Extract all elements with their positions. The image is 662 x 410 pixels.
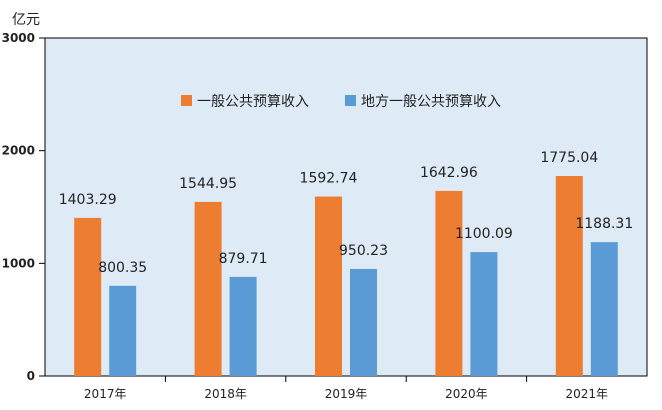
y-tick-label: 2000 — [2, 144, 35, 158]
y-axis-ticks: 0 1000 2000 3000 — [2, 31, 45, 383]
y-tick-label: 1000 — [2, 256, 35, 270]
data-label-revenue: 1642.96 — [420, 165, 478, 181]
bar-revenue — [74, 217, 102, 376]
legend-label-local-revenue: 地方一般公共预算收入 — [361, 94, 501, 110]
data-label-revenue: 1775.04 — [540, 150, 598, 166]
plot-area — [44, 37, 648, 377]
x-axis-ticks: 2017年 2018年 2019年 2020年 2021年 — [84, 376, 608, 401]
data-label-local-revenue: 950.23 — [339, 243, 388, 259]
x-tick-label: 2021年 — [566, 387, 609, 401]
bar-local-revenue — [470, 252, 498, 376]
data-label-revenue: 1592.74 — [300, 171, 358, 187]
bar-local-revenue — [590, 242, 618, 376]
data-label-local-revenue: 1188.31 — [575, 216, 633, 232]
y-tick-label: 3000 — [2, 31, 35, 45]
x-tick-label: 2017年 — [84, 387, 127, 401]
data-label-revenue: 1403.29 — [59, 192, 117, 208]
bar-revenue — [315, 196, 342, 376]
data-label-local-revenue: 1100.09 — [455, 226, 513, 242]
bar-local-revenue — [109, 285, 137, 376]
data-label-revenue: 1544.95 — [179, 176, 237, 192]
legend-label-revenue: 一般公共预算收入 — [197, 94, 309, 110]
data-label-local-revenue: 879.71 — [219, 251, 268, 267]
legend-swatch-local-revenue — [345, 95, 356, 106]
bar-local-revenue — [229, 276, 257, 376]
bar-revenue — [555, 176, 583, 376]
legend: 一般公共预算收入 地方一般公共预算收入 — [181, 94, 501, 110]
bar-revenue — [194, 201, 222, 376]
bar-labels-group: 1403.29 800.35 1544.95 879.71 1592.74 950.23 1… — [59, 150, 634, 276]
y-axis-unit: 亿元 — [12, 12, 40, 28]
x-tick-label: 2019年 — [325, 387, 368, 401]
x-tick-label: 2020年 — [445, 387, 488, 401]
x-tick-label: 2018年 — [204, 387, 247, 401]
legend-swatch-revenue — [181, 95, 192, 106]
bars-group — [74, 176, 618, 376]
bar-local-revenue — [350, 268, 377, 376]
y-tick-label: 0 — [27, 369, 35, 383]
bar-revenue — [435, 190, 463, 376]
data-label-local-revenue: 800.35 — [98, 260, 147, 276]
